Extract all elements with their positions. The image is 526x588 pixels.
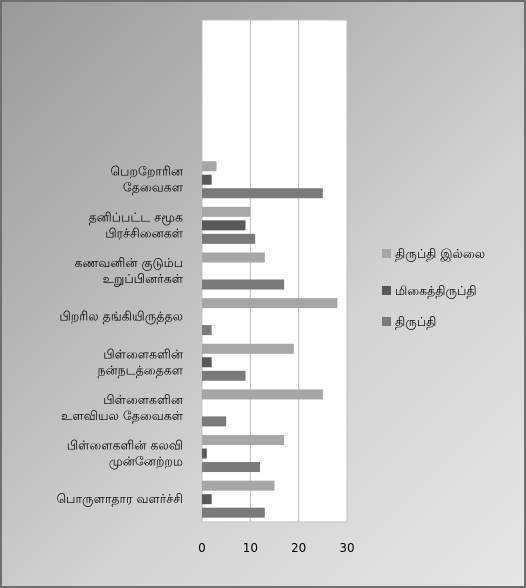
bar <box>202 357 212 368</box>
category-label: பிள்ளைகளின் கலவி <box>67 438 183 453</box>
bar <box>202 389 323 400</box>
legend-swatch <box>382 317 391 326</box>
category-label: பொருளாதார வளர்ச்சி <box>56 491 183 507</box>
legend-label: திருப்தி இல்லை <box>395 246 486 262</box>
bar <box>202 174 212 185</box>
category-label: பெறறோரின <box>110 164 183 179</box>
category-label: தனிப்பட்ட சமூக <box>89 209 183 225</box>
legend-swatch <box>382 249 391 258</box>
bar <box>202 462 260 473</box>
bar <box>202 480 275 491</box>
category-label: உளவியல தேவைகள் <box>61 408 184 423</box>
bar <box>202 188 323 199</box>
legend-label: மிகைத்திருப்தி <box>395 283 477 299</box>
bar <box>202 370 246 381</box>
bar <box>202 220 246 231</box>
bar <box>202 206 251 217</box>
bar <box>202 161 217 172</box>
bar <box>202 279 285 290</box>
x-tick-label: 0 <box>198 541 206 555</box>
category-label: பிள்ளைகளின <box>103 392 184 407</box>
bar <box>202 494 212 505</box>
x-tick-label: 10 <box>243 541 258 555</box>
bar <box>202 343 294 354</box>
bar <box>202 233 256 244</box>
bar <box>202 416 227 427</box>
category-label: தேவைகள <box>123 180 184 195</box>
x-tick-label: 30 <box>339 541 354 555</box>
bar <box>202 507 265 518</box>
category-label: உறுப்பினர்கள் <box>103 271 184 287</box>
legend-label: திருப்தி <box>395 314 436 330</box>
category-label: கணவனின் குடும்ப <box>75 255 183 271</box>
legend-swatch <box>382 286 391 295</box>
bar <box>202 252 265 263</box>
plot-area <box>201 19 348 523</box>
bar <box>202 325 212 336</box>
bar <box>202 298 338 309</box>
category-label: பிள்ளைகளின் <box>103 346 184 361</box>
category-label: பிரச்சினைகள் <box>105 225 184 240</box>
bar <box>202 448 207 459</box>
category-label: நன்நடத்தைகள <box>98 362 184 377</box>
x-tick-label: 20 <box>291 541 306 555</box>
category-label: பிறரில தங்கியிருத்தல <box>59 309 183 325</box>
category-label: முன்னேற்றம <box>109 454 183 470</box>
bar <box>202 435 285 446</box>
